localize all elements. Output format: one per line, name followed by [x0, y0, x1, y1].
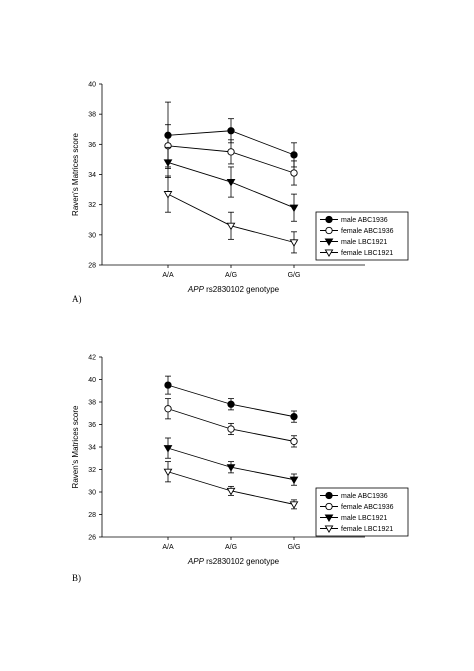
chart0-data-point — [227, 148, 235, 156]
chart1-data-point — [164, 405, 172, 413]
chart0-data-point — [163, 191, 173, 199]
chart1-legend-label: male ABC1936 — [341, 493, 388, 500]
chart1-legend-marker — [324, 514, 334, 522]
chart1-data-point — [163, 445, 173, 453]
chart1-y-tick-label: 38 — [88, 400, 96, 407]
chart0-data-point — [227, 127, 235, 135]
chart1-legend: male ABC1936 female ABC1936 male LBC1921 fe… — [315, 487, 409, 537]
chart1-legend-marker — [325, 502, 333, 511]
chart1-series-2 — [163, 437, 299, 486]
chart-panel-a: 28 30 32 34 36 38 40 A/A A/G G/G Raven's Matrices … — [0, 0, 474, 335]
chart1-x-tick-label: A/G — [225, 544, 237, 551]
chart1-series-1 — [164, 398, 298, 448]
chart0-y-tick-label: 32 — [88, 202, 96, 209]
chart0-y-tick-label: 28 — [88, 263, 96, 270]
chart1-x-axis-label-rest: rs2830102 genotype — [204, 557, 280, 566]
chart1-data-point — [227, 425, 235, 433]
chart1-y-tick-label: 30 — [88, 490, 96, 497]
chart1-series-0 — [164, 375, 298, 423]
chart0-legend-marker — [324, 249, 334, 257]
chart-a-svg: 28 30 32 34 36 38 40 A/A A/G G/G Raven's Matrices … — [71, 82, 409, 294]
chart0-data-point — [226, 222, 236, 231]
chart0-y-axis-label: Raven's Matrices score — [71, 133, 80, 216]
chart0-x-axis-label-rest: rs2830102 genotype — [204, 285, 280, 294]
chart1-x-tick-label: A/A — [162, 544, 174, 551]
chart0-x-tick-label: A/A — [162, 272, 174, 279]
chart0-legend: male ABC1936 female ABC1936 male LBC1921 fe… — [315, 211, 409, 261]
chart1-legend-marker — [325, 491, 333, 500]
chart1-series-3 — [163, 461, 299, 510]
chart1-data-point — [290, 437, 298, 446]
chart-panel-b: 26 28 30 32 34 36 38 40 42 A/A A/G G/G Raven's Matri… — [0, 335, 474, 671]
chart0-series-3 — [163, 175, 299, 254]
chart0-legend-marker — [325, 215, 333, 224]
chart0-legend-marker — [324, 238, 334, 246]
chart1-y-tick-label: 28 — [88, 512, 96, 519]
panel-label-b: B) — [72, 573, 81, 583]
chart0-data-point — [290, 169, 298, 177]
chart1-axes: 26 28 30 32 34 36 38 40 42 A/A A/G G/G Raven's Matri… — [71, 355, 365, 566]
chart1-x-axis-label: APP rs2830102 genotype — [187, 557, 280, 566]
chart1-data-point — [290, 412, 298, 421]
chart0-y-tick-label: 30 — [88, 232, 96, 239]
chart0-data-point — [289, 239, 299, 247]
chart1-y-axis-label: Raven's Matrices score — [71, 405, 80, 488]
chart1-legend-label: female LBC1921 — [341, 526, 393, 533]
chart0-data-point — [226, 178, 236, 187]
chart0-legend-label: female LBC1921 — [341, 250, 393, 257]
chart0-y-tick-label: 38 — [88, 112, 96, 119]
chart0-y-tick-label: 34 — [88, 172, 96, 179]
chart0-y-tick-label: 36 — [88, 142, 96, 149]
chart1-legend-label: female ABC1936 — [341, 504, 394, 511]
chart1-legend-marker — [324, 525, 334, 533]
chart1-x-axis-label-gene: APP — [187, 557, 205, 566]
chart0-x-axis-label-gene: APP — [187, 285, 205, 294]
chart1-data-point — [226, 464, 236, 472]
chart1-y-tick-label: 42 — [88, 355, 96, 362]
chart1-x-tick-label: G/G — [288, 544, 301, 551]
chart0-data-point — [163, 159, 173, 167]
chart0-axes: 28 30 32 34 36 38 40 A/A A/G G/G Raven's Matrices … — [71, 82, 365, 294]
chart0-data-point — [289, 204, 299, 213]
chart1-y-tick-label: 36 — [88, 422, 96, 429]
chart-b-svg: 26 28 30 32 34 36 38 40 42 A/A A/G G/G Raven's Matri… — [71, 355, 409, 566]
chart1-y-tick-label: 34 — [88, 445, 96, 452]
chart0-series-2 — [163, 146, 299, 222]
chart1-data-point — [226, 487, 236, 496]
chart1-y-tick-label: 40 — [88, 377, 96, 384]
chart1-y-tick-label: 26 — [88, 535, 96, 542]
chart0-x-axis-label: APP rs2830102 genotype — [187, 285, 280, 294]
panel-label-a: A) — [72, 294, 82, 304]
chart0-legend-marker — [325, 226, 333, 235]
chart1-data-point — [289, 476, 299, 485]
chart0-x-tick-label: G/G — [288, 272, 301, 279]
chart1-data-point — [163, 468, 173, 477]
chart0-legend-label: male ABC1936 — [341, 217, 388, 224]
chart0-data-point — [290, 151, 298, 159]
chart1-data-point — [227, 400, 235, 408]
chart0-legend-label: female ABC1936 — [341, 228, 394, 235]
chart0-x-tick-label: A/G — [225, 272, 237, 279]
chart0-y-tick-label: 40 — [88, 82, 96, 89]
chart1-y-tick-label: 32 — [88, 467, 96, 474]
chart0-legend-label: male LBC1921 — [341, 239, 387, 246]
chart1-data-point — [289, 501, 299, 509]
chart1-data-point — [164, 381, 172, 389]
chart1-legend-label: male LBC1921 — [341, 515, 387, 522]
